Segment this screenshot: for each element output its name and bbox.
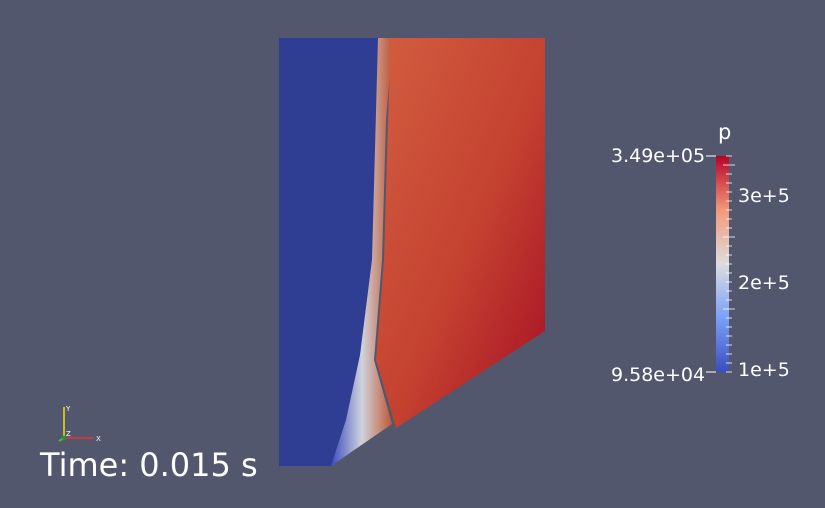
axis-z-label: Z xyxy=(66,430,71,438)
low-pressure-region xyxy=(279,38,385,466)
time-annotation: Time: 0.015 s xyxy=(40,446,258,484)
color-bar-ticks xyxy=(706,155,735,373)
legend-tick-label: 2e+5 xyxy=(738,272,790,294)
high-pressure-region xyxy=(376,38,545,428)
shock-front-band xyxy=(331,38,393,466)
orientation-axes-icon: Y X Z xyxy=(58,405,101,443)
axis-y-label: Y xyxy=(65,405,71,413)
color-bar xyxy=(716,156,729,372)
legend-tick-label: 3e+5 xyxy=(738,185,790,207)
axis-x-label: X xyxy=(96,435,101,443)
legend-tick-label: 1e+5 xyxy=(738,359,790,381)
legend-range-min: 9.58e+04 xyxy=(611,364,706,386)
legend-title: p xyxy=(718,120,732,144)
legend-range-max: 3.49e+05 xyxy=(611,145,706,167)
